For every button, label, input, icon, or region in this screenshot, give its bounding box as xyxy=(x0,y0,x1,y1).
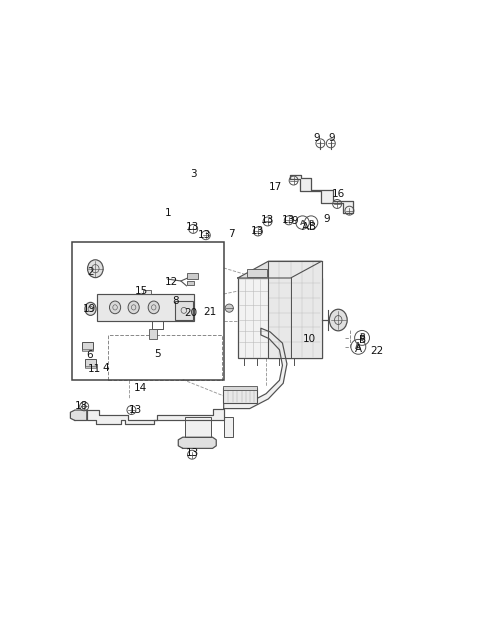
Bar xyxy=(238,278,322,358)
Text: 14: 14 xyxy=(133,383,146,392)
Bar xyxy=(223,387,257,402)
Text: 13: 13 xyxy=(251,227,264,236)
Text: 16: 16 xyxy=(332,189,345,199)
Text: B: B xyxy=(308,220,314,225)
Text: B: B xyxy=(359,334,365,342)
Ellipse shape xyxy=(87,260,103,278)
Text: 9: 9 xyxy=(313,134,320,144)
Text: 17: 17 xyxy=(268,182,282,192)
Bar xyxy=(175,301,193,320)
Bar xyxy=(83,342,94,350)
Bar xyxy=(97,294,194,321)
Text: B: B xyxy=(359,335,366,345)
Text: 3: 3 xyxy=(190,169,196,180)
Text: 18: 18 xyxy=(75,401,88,412)
Bar xyxy=(85,366,96,368)
Text: 7: 7 xyxy=(228,229,235,239)
Text: A: A xyxy=(302,222,309,232)
Text: 13: 13 xyxy=(185,448,199,458)
Text: 20: 20 xyxy=(184,308,197,318)
Bar xyxy=(149,329,156,339)
Text: 1: 1 xyxy=(165,208,172,218)
Bar xyxy=(224,417,233,437)
Text: B: B xyxy=(310,222,316,232)
Text: 21: 21 xyxy=(203,307,216,317)
Text: 6: 6 xyxy=(86,350,93,360)
Circle shape xyxy=(225,304,233,312)
Bar xyxy=(108,335,222,379)
Text: 8: 8 xyxy=(172,296,179,306)
Polygon shape xyxy=(178,437,216,448)
Ellipse shape xyxy=(329,310,347,331)
Text: 9: 9 xyxy=(292,217,299,227)
Polygon shape xyxy=(290,175,353,213)
Text: 19: 19 xyxy=(83,304,96,314)
Bar xyxy=(143,290,151,294)
Polygon shape xyxy=(87,409,224,424)
Text: 9: 9 xyxy=(328,134,335,144)
Text: A: A xyxy=(355,342,361,352)
Bar xyxy=(247,269,267,277)
Ellipse shape xyxy=(148,301,159,314)
Text: 13: 13 xyxy=(129,405,142,415)
Bar xyxy=(187,280,194,285)
Text: A: A xyxy=(300,220,305,225)
Text: 22: 22 xyxy=(370,345,384,355)
Text: 2: 2 xyxy=(87,267,94,277)
Polygon shape xyxy=(238,261,322,278)
Polygon shape xyxy=(71,410,87,420)
Text: 15: 15 xyxy=(134,286,148,296)
Bar xyxy=(185,417,211,437)
Text: A: A xyxy=(355,344,362,354)
Polygon shape xyxy=(224,328,287,409)
Text: 11: 11 xyxy=(87,364,101,374)
Bar xyxy=(83,349,94,352)
Text: 13: 13 xyxy=(185,222,199,232)
Text: 13: 13 xyxy=(198,230,211,240)
Text: 13: 13 xyxy=(282,215,295,225)
Text: 10: 10 xyxy=(303,334,316,344)
Bar xyxy=(187,273,198,279)
Bar xyxy=(85,359,96,366)
Ellipse shape xyxy=(109,301,120,314)
Bar xyxy=(223,386,257,390)
Text: 13: 13 xyxy=(261,215,274,225)
Text: 12: 12 xyxy=(165,277,178,287)
Ellipse shape xyxy=(85,302,96,316)
Ellipse shape xyxy=(128,301,139,314)
Text: 9: 9 xyxy=(324,214,330,224)
Bar xyxy=(72,242,224,379)
Polygon shape xyxy=(268,261,322,358)
Text: 4: 4 xyxy=(102,363,108,373)
Text: 5: 5 xyxy=(154,349,161,359)
